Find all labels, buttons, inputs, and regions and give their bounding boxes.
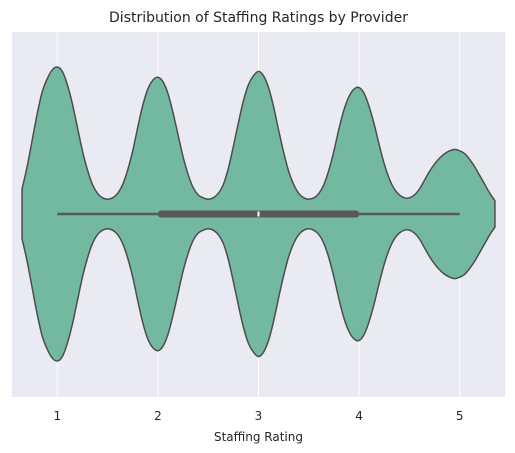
x-tick-label: 2	[154, 409, 162, 423]
x-tick-labels: 1 2 3 4 5	[53, 409, 463, 423]
x-tick-label: 3	[255, 409, 263, 423]
x-axis-label: Staffing Rating	[214, 430, 303, 444]
x-tick-label: 1	[53, 409, 61, 423]
median-marker	[257, 211, 260, 217]
x-tick-label: 5	[456, 409, 464, 423]
x-tick-label: 4	[355, 409, 363, 423]
chart-title: Distribution of Staffing Ratings by Prov…	[109, 10, 408, 26]
